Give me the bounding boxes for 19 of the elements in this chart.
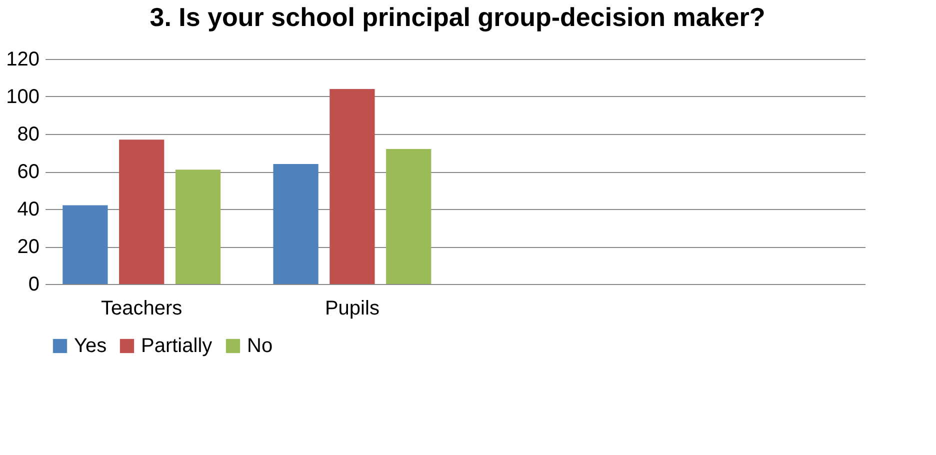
bar bbox=[330, 89, 375, 284]
legend-label: No bbox=[247, 335, 273, 357]
x-tick-label: Teachers bbox=[101, 298, 182, 320]
legend-label: Yes bbox=[74, 335, 107, 357]
y-tick-label: 0 bbox=[28, 274, 40, 296]
y-tick-label: 80 bbox=[17, 124, 40, 146]
chart-title: 3. Is your school principal group-decision maker? bbox=[150, 2, 766, 32]
bar bbox=[175, 170, 221, 284]
x-tick-label: Pupils bbox=[324, 298, 380, 320]
bar bbox=[273, 164, 318, 284]
y-tick-label: 120 bbox=[6, 48, 40, 70]
bar bbox=[62, 205, 108, 284]
y-tick-label: 100 bbox=[6, 86, 40, 108]
y-tick-label: 20 bbox=[17, 236, 40, 258]
bar bbox=[386, 149, 432, 284]
bar bbox=[119, 140, 164, 284]
y-tick-label: 40 bbox=[17, 198, 40, 220]
y-tick-label: 60 bbox=[17, 161, 40, 183]
legend-label: Partially bbox=[141, 335, 212, 357]
